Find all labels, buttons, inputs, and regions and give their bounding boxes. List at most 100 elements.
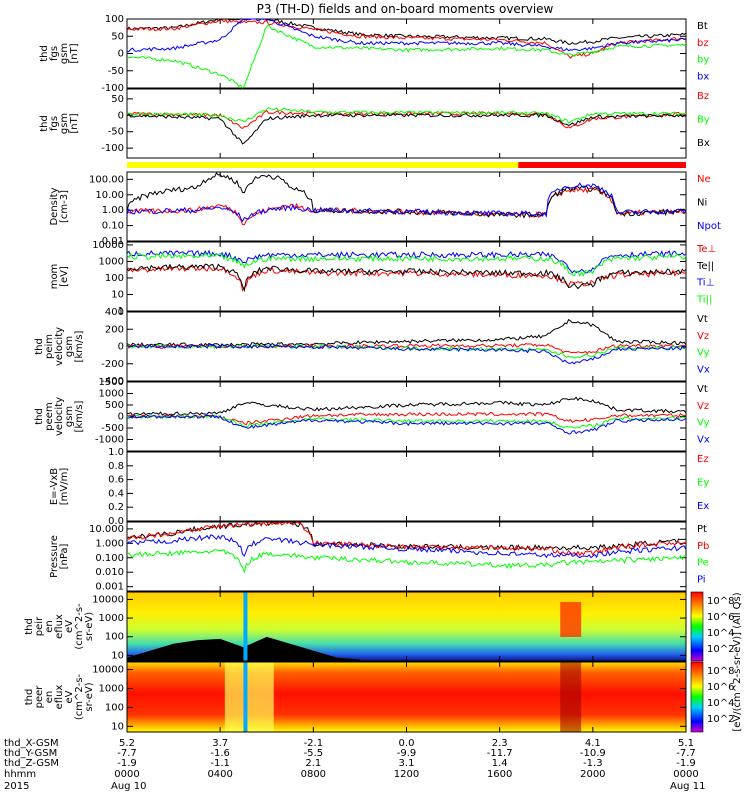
y-axis-label: thd peem velocity gsm [km/s]: [34, 397, 85, 436]
y-tick-label: 1.0: [108, 447, 124, 458]
legend-entry: Vz: [697, 331, 709, 342]
colorbar-tick: 10^4: [707, 628, 734, 639]
y-tick-label: 0.10: [102, 221, 124, 232]
footer-value: 0400: [207, 769, 232, 780]
panel-fgs-gsm: 100 50 0 -50 -100 thd fgs gsm [nT] Bt bz by bx: [39, 14, 709, 94]
y-tick-label: 100: [105, 14, 124, 25]
legend-entry: Vz: [697, 401, 709, 412]
y-axis-label-line: gsm: [59, 113, 70, 134]
y-axis-label-line: [mV/m]: [59, 468, 70, 506]
y-axis-label-line: peem: [44, 402, 55, 430]
series-line-bx: [126, 18, 686, 53]
legend-entry: Vx: [697, 435, 710, 446]
series-line-Te||: [126, 263, 687, 293]
y-tick-label: 10000: [92, 240, 124, 251]
footer-value: 3.7: [212, 738, 228, 749]
y-tick-label: 0: [118, 110, 124, 121]
y-axis-label-line: [eV]: [59, 266, 70, 287]
footer-value: 2.3: [492, 738, 508, 749]
panel-frame: [126, 88, 687, 159]
colorbar-tick: 10^2: [707, 644, 734, 655]
footer-value: Aug 11: [670, 781, 705, 792]
legend-entry: Pb: [697, 541, 709, 552]
footer-row-label: thd_X-GSM: [4, 738, 59, 749]
footer-value: 2.1: [305, 758, 321, 769]
y-tick-label: 0.010: [95, 567, 124, 578]
y-tick-label: 200: [105, 324, 124, 335]
y-axis-label-line: eflux: [54, 614, 65, 639]
footer-value: -11.7: [487, 748, 513, 759]
y-axis-label-line: thd: [39, 115, 50, 132]
y-tick-label: -100: [101, 83, 124, 94]
colorbar-tick: 10^2: [707, 714, 734, 725]
colorbar-tick: 10^6: [707, 682, 734, 693]
y-axis-label: mom [eV]: [49, 264, 70, 290]
legend-entry: Vt: [697, 314, 708, 325]
y-axis-label-line: gsm: [64, 406, 75, 427]
y-axis-label-line: thd: [24, 618, 35, 635]
series-line-by: [126, 24, 687, 89]
colorbar-tick: 10^4: [707, 698, 734, 709]
y-axis-label-line: eV: [64, 620, 75, 633]
colorbar-ion: [690, 591, 704, 662]
y-tick-label: 500: [105, 400, 124, 411]
series-line-Ni: [126, 172, 687, 219]
y-tick-label: -1000: [95, 435, 124, 446]
y-axis-label-line: peim: [44, 334, 55, 359]
panel-electron-spectrogram: 10000 1000 100 10 thd peer en eflux eV (cm^2-s-sr…: [24, 661, 687, 733]
y-tick-label: 1000: [99, 256, 124, 267]
y-tick-label: 10.000: [89, 524, 124, 535]
legend-entry: Vt: [697, 384, 708, 395]
panel-ion-spectrogram: 10000 1000 100 10 thd peir en eflux eV (cm^2-s-sr…: [24, 591, 687, 662]
y-axis-label-line: thd: [34, 338, 45, 355]
legend-entry: Vy: [697, 348, 710, 359]
footer-value: -9.9: [397, 748, 417, 759]
panel-frame: [126, 521, 687, 592]
panel-frame: [126, 381, 687, 452]
y-tick-label: 1000: [99, 389, 124, 400]
y-tick-label: 50: [111, 94, 124, 105]
legend-entry: Vy: [697, 418, 710, 429]
y-tick-label: 0.001: [95, 582, 124, 593]
y-axis-label-line: gsm: [59, 43, 70, 64]
y-tick-label: 10000: [92, 665, 124, 676]
y-axis-label-line: velocity: [54, 397, 65, 436]
y-tick-label: 1000: [99, 683, 124, 694]
legend-entry: by: [697, 55, 709, 66]
legend-entry: bx: [697, 72, 709, 83]
y-tick-label: 50: [111, 31, 124, 42]
y-tick-label: 10000: [92, 594, 124, 605]
footer-value: 5.1: [678, 738, 694, 749]
panel-frame: [126, 451, 687, 522]
y-axis-label: thd peir en eflux eV (cm^2-s-sr-eV): [24, 603, 95, 650]
y-tick-label: 400: [105, 307, 124, 318]
y-axis-label-line: [cm-3]: [59, 190, 70, 223]
electron-spectrogram-lobe: [224, 662, 274, 732]
footer-value: 0000: [114, 769, 139, 780]
legend-entry: Ey: [697, 478, 709, 489]
series-line-bz: [126, 18, 686, 59]
legend-entry: Ne: [697, 174, 711, 185]
colorbar-tick: 10^8: [707, 596, 734, 607]
footer-value: 0800: [301, 769, 326, 780]
y-tick-label: 10: [111, 289, 124, 300]
y-axis-label: thd fgs gsm [nT]: [39, 43, 80, 64]
y-tick-label: 100: [105, 273, 124, 284]
series-line-Ti⊥: [126, 249, 687, 274]
series-line-Ti||: [126, 252, 687, 277]
y-tick-label: 10: [111, 721, 124, 732]
y-tick-label: -400: [101, 376, 124, 387]
y-tick-label: 0.01: [102, 236, 124, 247]
footer-value: 1600: [487, 769, 512, 780]
panel-density: 100.00 10.00 1.00 0.10 0.01 Density [cm-3] Ne Ni…: [49, 171, 721, 247]
footer-ephemeris: thd_X-GSMthd_Y-GSMthd_Z-GSMhhmm20155.2-7…: [4, 738, 705, 792]
footer-value: -5.5: [304, 748, 324, 759]
y-axis-label-line: [nT]: [69, 113, 80, 133]
footer-value: Aug 10: [111, 781, 146, 792]
y-axis-label-line: E=-VxB: [49, 468, 60, 505]
y-axis-label-line: velocity: [54, 327, 65, 366]
legend-entry: Ti⊥: [696, 278, 714, 289]
